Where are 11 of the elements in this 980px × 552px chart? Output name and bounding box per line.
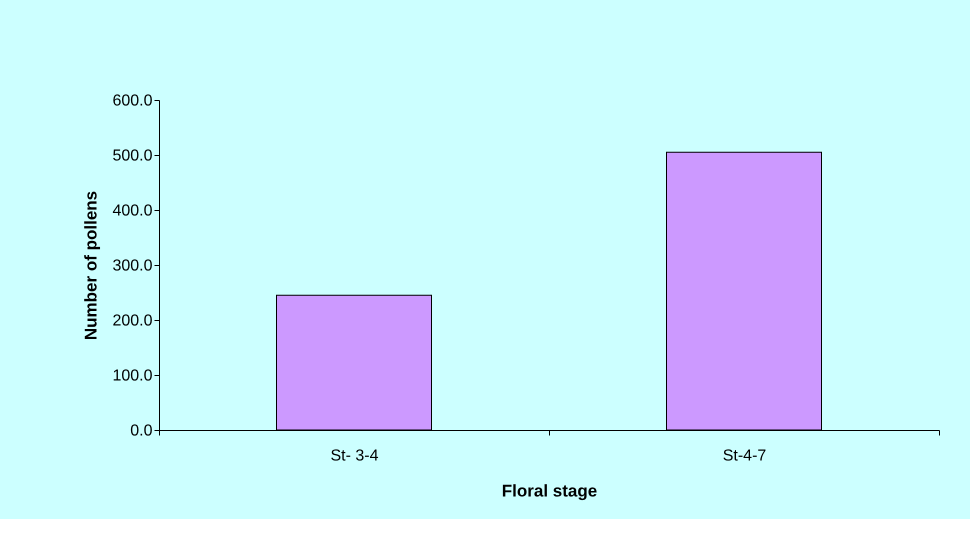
y-tick-label: 0.0	[130, 422, 153, 440]
y-tick-label: 500.0	[112, 148, 153, 164]
y-tick-label: 200.0	[112, 312, 153, 330]
y-axis-title: Number of pollens	[81, 190, 100, 340]
x-axis-title: Floral stage	[502, 482, 598, 500]
y-tick-label: 600.0	[112, 92, 153, 110]
y-tick-label: 400.0	[112, 202, 153, 220]
y-tick-label: 100.0	[112, 368, 153, 384]
y-tick-label: 300.0	[112, 258, 153, 274]
x-tick-label: St- 3-4	[330, 448, 379, 464]
x-tick-label: St-4-7	[722, 448, 766, 464]
